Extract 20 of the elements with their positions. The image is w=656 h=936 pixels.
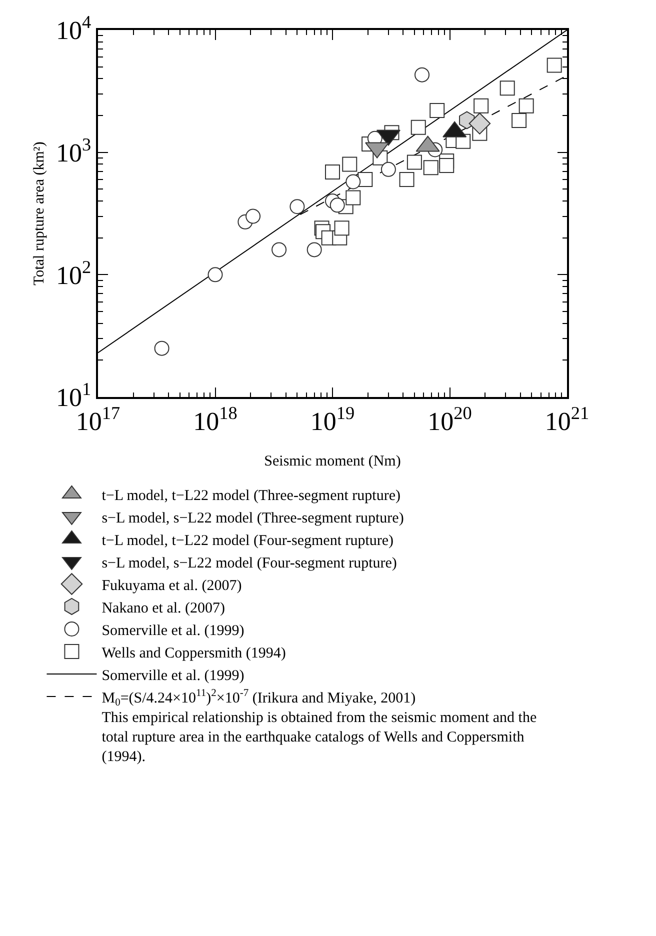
legend-label: Somerville et al. (1999)	[102, 668, 244, 684]
x-axis-title: Seismic moment (Nm)	[264, 453, 401, 470]
x-tick-label: 10$^{21}$	[544, 403, 590, 436]
legend-label: Somerville et al. (1999)	[102, 622, 244, 639]
legend-label: s−L model, s−L22 model (Four-segment rupture)	[102, 555, 397, 572]
y-tick-label: 10$^{3}$	[56, 134, 92, 168]
legend-label: s−L model, s−L22 model (Three-segment rupture)	[102, 510, 404, 526]
legend-label: Nakano et al. (2007)	[102, 600, 226, 616]
y-tick-label: 10$^{4}$	[56, 12, 92, 46]
legend-label: t−L model, t−L22 model (Three-segment rupture)	[102, 488, 400, 504]
x-tick-label: 10$^{18}$	[193, 403, 238, 436]
y-tick-label: 10$^{1}$	[56, 379, 92, 412]
legend-label: Wells and Coppersmith (1994)	[102, 645, 286, 662]
y-axis-title: Total rupture area (km²)	[32, 142, 48, 286]
y-tick-label: 10$^{2}$	[56, 256, 92, 290]
text: M$_{0}$=(S/4.24×10$^{11}$)$^{2}$×10$^{-7}$ (Irikura and Miyake, 2001) This empirical relationship is obtained from the seismic moment and the total rupture area in the earthquake catalogs of Wells and Coppersmith (1994).	[102, 688, 537, 765]
x-tick-label: 10$^{20}$	[428, 403, 472, 436]
legend-label: Fukuyama et al. (2007)	[102, 578, 242, 594]
legend-label: t−L model, t−L22 model (Four-segment rupture)	[102, 532, 394, 549]
x-tick-label: 10$^{19}$	[310, 403, 355, 436]
